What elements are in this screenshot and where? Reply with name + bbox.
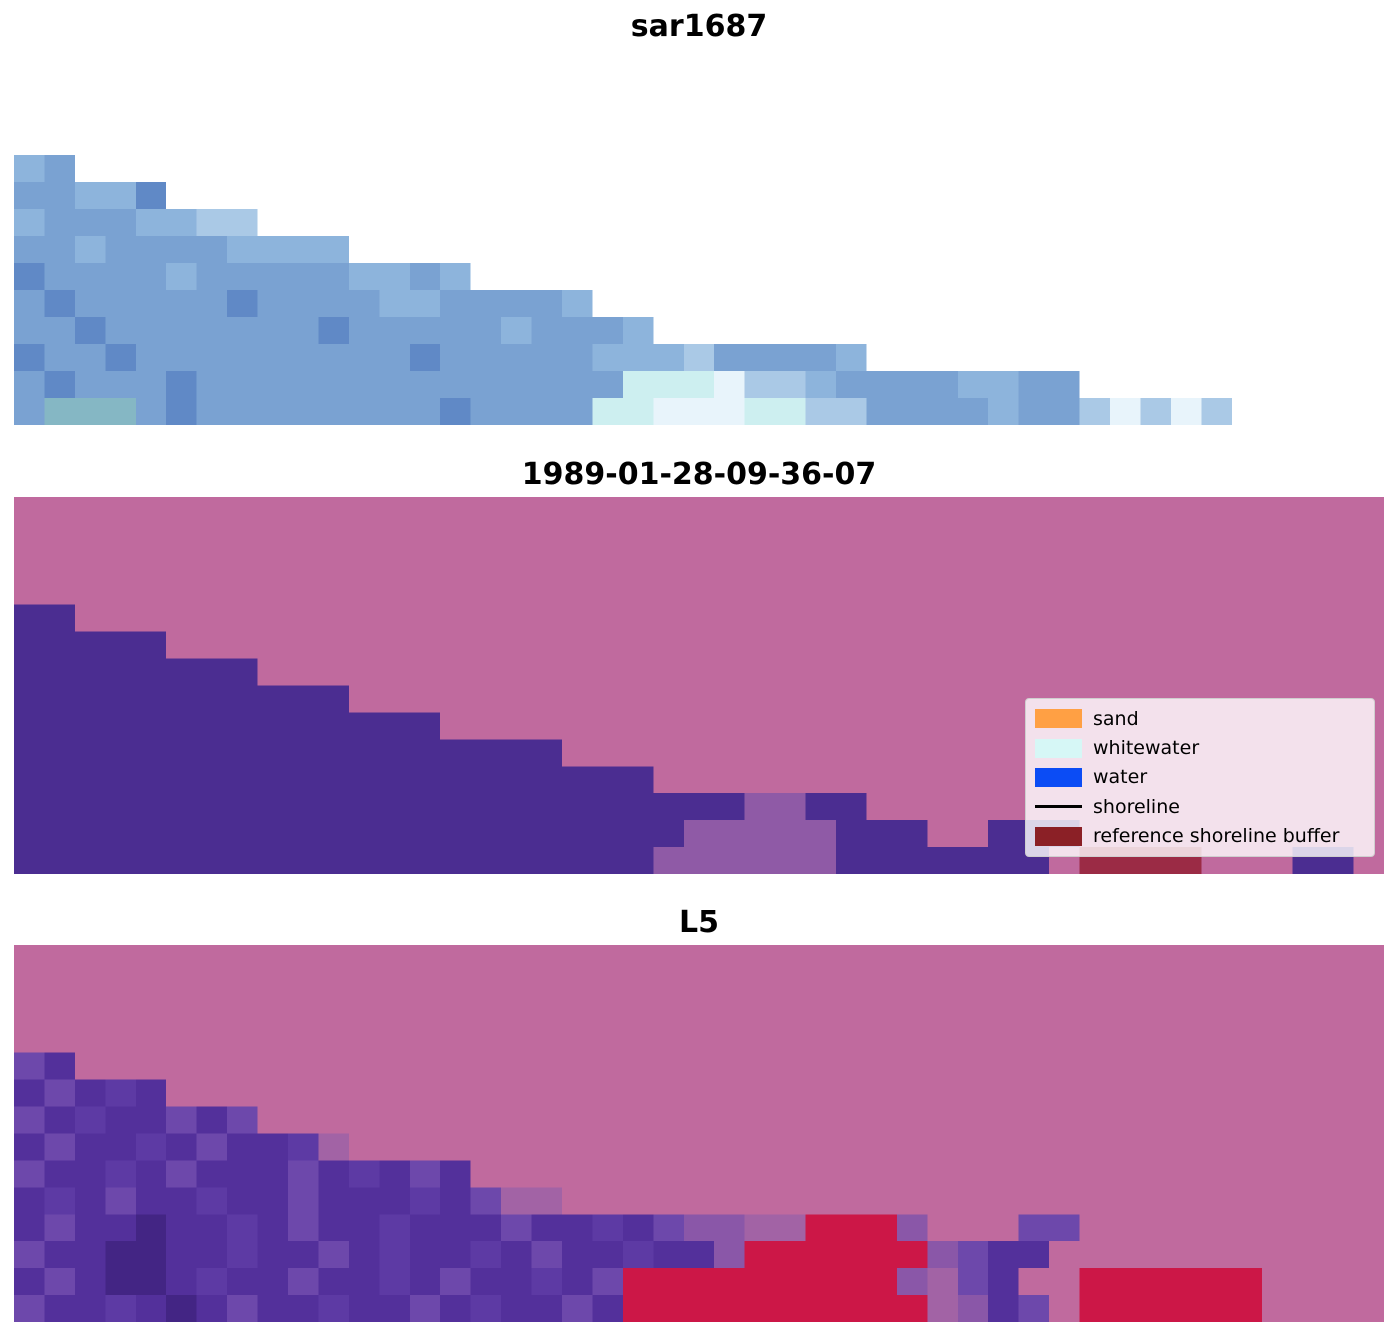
sand-swatch-icon xyxy=(1035,709,1082,729)
legend-label-water: water xyxy=(1093,766,1148,789)
legend-label-shoreline: shoreline xyxy=(1093,795,1180,818)
panel-date-title: 1989-01-28-09-36-07 xyxy=(521,457,877,492)
panel-l5-image xyxy=(14,945,1384,1322)
water-swatch-icon xyxy=(1035,767,1082,787)
legend-item-whitewater: whitewater xyxy=(1035,734,1365,763)
legend: sand whitewater water shoreline referenc… xyxy=(1025,698,1375,857)
whitewater-swatch-icon xyxy=(1035,738,1082,758)
panel-sar1687-image xyxy=(14,155,1384,425)
shoreline-line-icon xyxy=(1035,805,1082,809)
legend-item-shoreline: shoreline xyxy=(1035,792,1365,821)
legend-item-water: water xyxy=(1035,763,1365,792)
panel-sar1687-title: sar1687 xyxy=(630,9,768,44)
legend-item-reference-shoreline-buffer: reference shoreline buffer xyxy=(1035,822,1365,851)
legend-label-sand: sand xyxy=(1093,707,1139,730)
legend-label-whitewater: whitewater xyxy=(1093,737,1200,760)
reference-shoreline-buffer-swatch-icon xyxy=(1035,826,1082,846)
legend-item-sand: sand xyxy=(1035,704,1365,733)
panel-l5-title: L5 xyxy=(679,905,719,940)
legend-label-reference-shoreline-buffer: reference shoreline buffer xyxy=(1093,825,1340,848)
